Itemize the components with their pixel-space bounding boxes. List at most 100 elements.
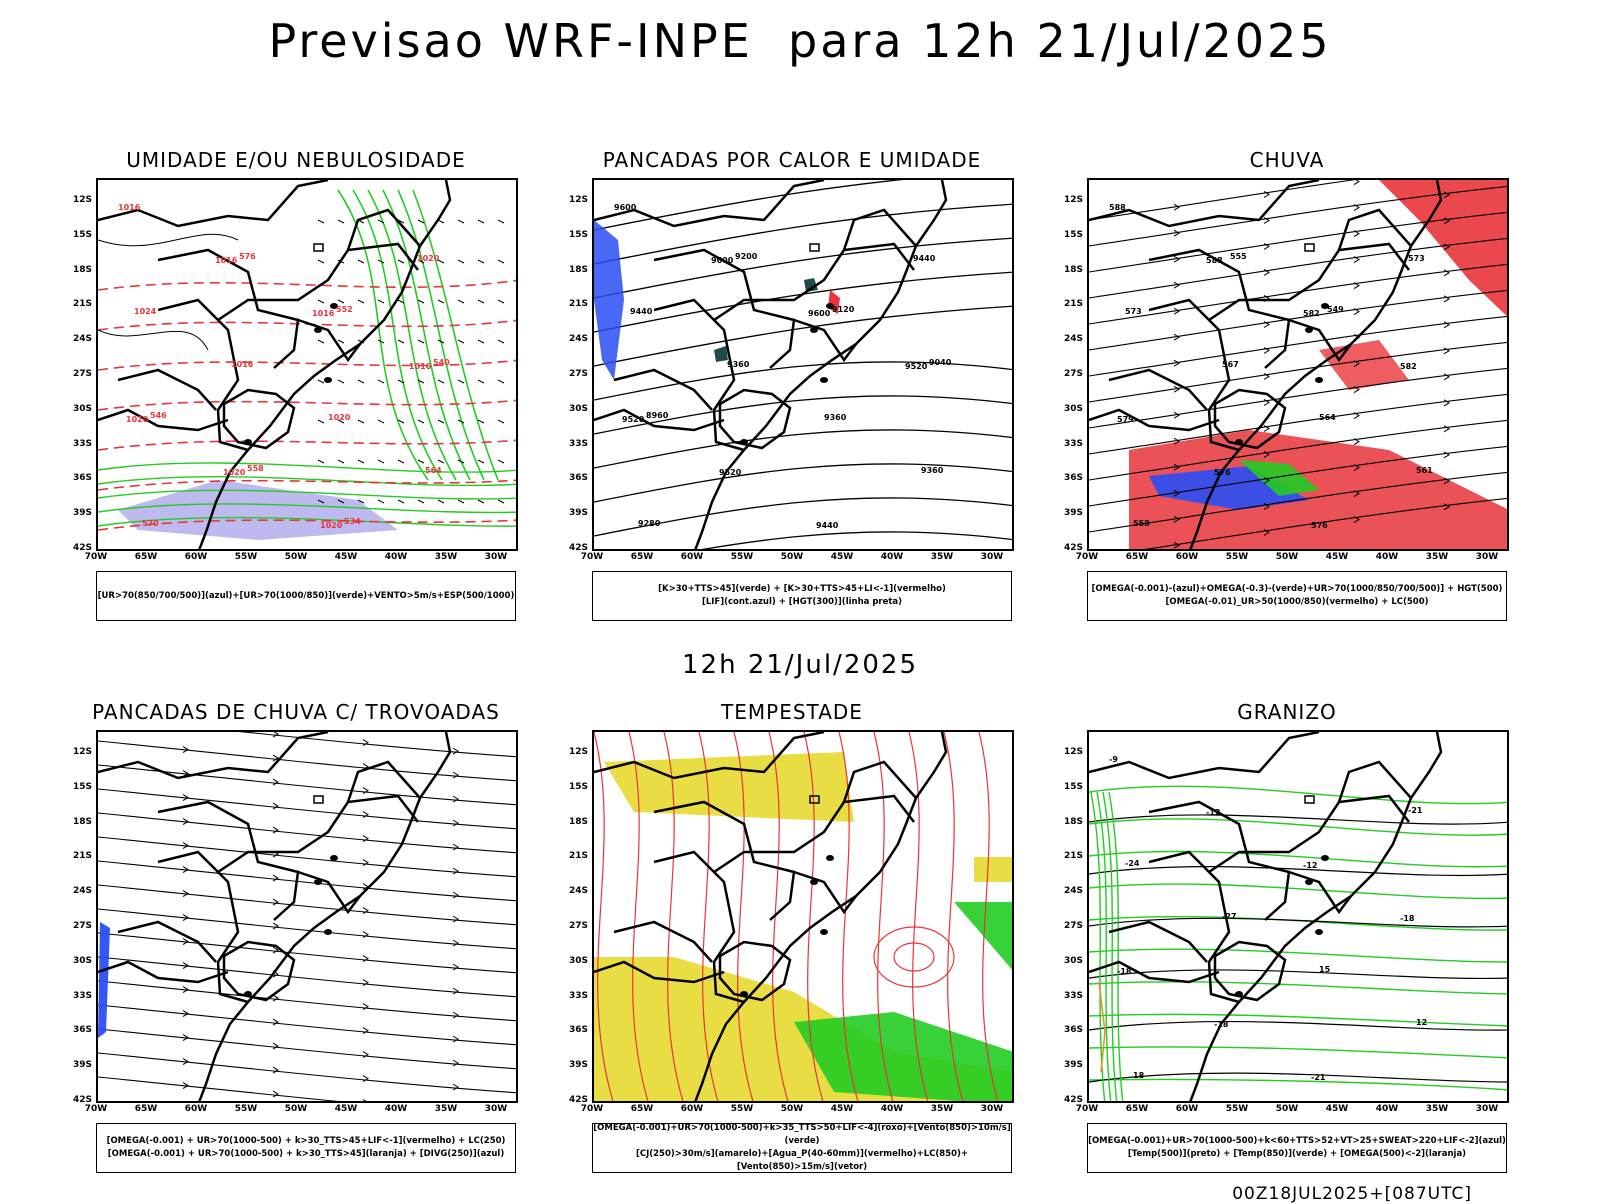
lon-tick: 70W [84,552,108,562]
lat-tick: 24S [568,886,588,897]
lat-tick: 39S [1063,508,1083,519]
lon-tick: 55W [1225,1104,1249,1114]
lon-tick: 65W [134,552,158,562]
contour-label: 18 [1133,1071,1145,1080]
lat-tick: 15S [1063,781,1083,792]
map-canvas [98,732,516,1101]
lat-tick: 33S [72,990,92,1001]
lon-tick: 65W [630,552,654,562]
lon-tick: 45W [334,552,358,562]
lat-tick: 15S [72,229,92,240]
lon-tick: 70W [580,1104,604,1114]
forecast-map-2: 588 588 582 582 579 576 576 573 573 567 564 561 558 5… [1087,178,1509,551]
lon-tick: 30W [1475,552,1499,562]
lat-tick: 21S [72,851,92,862]
contour-label: 564 [1319,413,1336,422]
lon-tick: 30W [484,552,508,562]
lon-tick: 60W [184,552,208,562]
legend-line: [OMEGA(-0.001) + UR>70(1000-500) + k>30_… [106,1136,506,1146]
lon-tick: 30W [1475,1104,1499,1114]
lon-tick: 30W [980,552,1004,562]
lat-tick: 21S [1063,851,1083,862]
contour-label: 567 [1222,360,1239,369]
contour-label: 9440 [816,521,839,530]
contour-label: -21 [1311,1073,1326,1082]
contour-label: 552 [336,305,353,314]
lon-tick: 35W [1425,552,1449,562]
panel-title-0: UMIDADE E/OU NEBULOSIDADE [126,148,466,172]
contour-label: 8960 [646,411,669,420]
panel-legend-5: [OMEGA(-0.001)+UR>70(1000-500)+k<60+TTS>… [1087,1123,1507,1173]
contour-label: -12 [1303,861,1317,870]
legend-line: [Temp(500)](preto) + [Temp(850)](verde) … [1127,1149,1467,1159]
forecast-map-5: -9 -12 -12 -18 -18 -18 -21 -21 -24 -27 15 12 18 [1087,730,1509,1103]
lon-tick: 70W [580,552,604,562]
contour-label: 561 [1416,466,1433,475]
forecast-map-1: 9600 9600 9600 9520 9520 9520 9440 9440 9440 9360… [592,178,1014,551]
lat-tick: 42S [568,543,588,553]
lon-tick: 70W [84,1104,108,1114]
panel-legend-4: [OMEGA(-0.001)+UR>70(1000-500)+k>35_TTS>… [592,1123,1012,1173]
lat-tick: 36S [72,1025,92,1036]
contour-label: 9520 [622,415,645,424]
lat-tick: 24S [568,334,588,345]
lon-tick: 35W [930,1104,954,1114]
contour-label: 1016 [118,203,141,212]
panel-legend-1: [K>30+TTS>45](verde) + [K>30+TTS>45+LI<-… [592,571,1012,621]
panel-legend-0: [UR>70(850/700/500)](azul)+[UR>70(1000/8… [96,571,516,621]
lat-tick: 33S [1063,990,1083,1001]
lon-tick: 45W [830,1104,854,1114]
lon-tick: 55W [1225,552,1249,562]
lat-tick: 30S [568,955,588,966]
lon-tick: 60W [680,552,704,562]
lon-tick: 40W [1375,552,1399,562]
contour-label: 1020 [223,468,246,477]
lat-tick: 12S [72,195,92,205]
lon-tick: 40W [880,1104,904,1114]
lon-tick: 45W [1325,552,1349,562]
lon-tick: 45W [1325,1104,1349,1114]
lat-tick: 30S [1063,403,1083,414]
contour-label: -18 [1214,1020,1229,1029]
legend-line: [OMEGA(-0.001) + UR>70(1000-500) + k>30_… [107,1149,505,1159]
lat-tick: 15S [1063,229,1083,240]
lon-tick: 70W [1075,552,1099,562]
lat-tick: 33S [568,438,588,449]
legend-line: [OMEGA(-0.001)+UR>70(1000-500)+k>35_TTS>… [593,1123,1011,1146]
contour-label: -18 [1117,967,1132,976]
lat-tick: 36S [1063,473,1083,484]
lat-tick: 42S [568,1095,588,1105]
page-subtitle: 12h 21/Jul/2025 [682,650,918,680]
lon-tick: 70W [1075,1104,1099,1114]
lon-tick: 40W [384,1104,408,1114]
lon-tick: 60W [1175,552,1199,562]
lon-tick: 30W [980,1104,1004,1114]
lat-tick: 21S [568,299,588,310]
lat-tick: 39S [72,1060,92,1071]
lat-tick: 18S [72,816,92,827]
contour-label: 576 [1214,468,1231,477]
forecast-map-3 [96,730,518,1103]
legend-line: [OMEGA(-0.001)+UR>70(1000-500)+k<60+TTS>… [1088,1136,1506,1146]
lon-tick: 45W [334,1104,358,1114]
map-canvas [594,732,1012,1101]
contour-label: 540 [433,358,450,367]
contour-label: 576 [1311,521,1328,530]
lat-tick: 30S [72,955,92,966]
contour-label: 9600 [614,203,637,212]
contour-label: 12 [1416,1018,1427,1027]
panel-title-1: PANCADAS POR CALOR E UMIDADE [602,148,982,172]
contour-label: 9040 [929,358,952,367]
lat-tick: 18S [72,264,92,275]
lon-tick: 50W [284,1104,308,1114]
lon-tick: 50W [780,1104,804,1114]
contour-label: 9440 [913,254,936,263]
contour-label: 1020 [328,413,351,422]
contour-label: 9120 [832,305,855,314]
lon-tick: 60W [1175,1104,1199,1114]
lat-tick: 30S [568,403,588,414]
lat-tick: 24S [72,334,92,345]
panel-title-4: TEMPESTADE [721,700,863,724]
lat-tick: 36S [568,473,588,484]
lat-tick: 18S [568,264,588,275]
